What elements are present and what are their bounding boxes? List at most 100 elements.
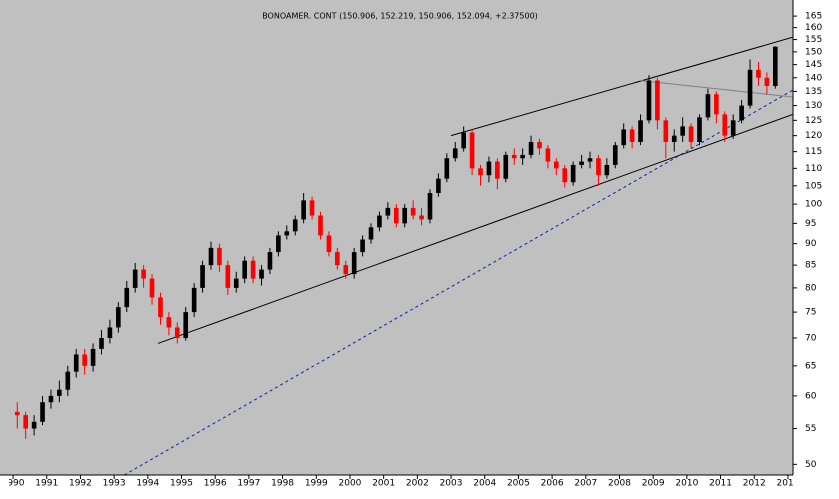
candle-body xyxy=(680,126,685,136)
candle-body xyxy=(40,402,45,422)
candle-body xyxy=(646,80,652,121)
x-tick-label: 2013 xyxy=(776,479,799,489)
y-tick-label: 140 xyxy=(805,73,822,83)
y-tick-label: 60 xyxy=(805,391,817,401)
x-tick-label: 1992 xyxy=(69,479,92,489)
candle-body xyxy=(124,287,130,308)
x-axis: 1990 1991 1992 1993 1994 1995 1996 1997 1998 1999… xyxy=(2,475,799,489)
candle-body xyxy=(23,415,29,429)
candle-body xyxy=(259,269,264,279)
candle-body xyxy=(756,69,761,78)
candle-body xyxy=(225,265,231,288)
candle-body xyxy=(730,120,736,136)
candle-body xyxy=(739,105,744,121)
x-tick-label: 1990 xyxy=(2,479,25,489)
candle-body xyxy=(410,207,416,216)
y-tick-label: 85 xyxy=(805,261,816,271)
x-tick-label: 2010 xyxy=(675,479,698,489)
y-tick-label: 155 xyxy=(805,35,822,45)
candle-body xyxy=(351,252,357,275)
candle-body xyxy=(335,252,340,266)
y-tick-label: 90 xyxy=(805,239,817,249)
y-tick-label: 65 xyxy=(805,361,816,371)
candle-body xyxy=(31,421,37,429)
candle-body xyxy=(73,354,79,372)
candle-body xyxy=(596,158,601,176)
candle-body xyxy=(276,235,281,253)
candle-body xyxy=(65,371,71,390)
x-tick-label: 2008 xyxy=(608,479,631,489)
candle-body xyxy=(486,161,492,176)
candle-body xyxy=(132,269,138,288)
candle-body xyxy=(242,260,247,279)
candle-body xyxy=(208,247,214,266)
x-tick-label: 2001 xyxy=(372,479,395,489)
trend-line xyxy=(157,113,793,344)
candle-body xyxy=(174,327,180,339)
candle-body xyxy=(747,69,753,106)
candle-body xyxy=(604,164,610,176)
candle-body xyxy=(688,126,694,142)
candle-body xyxy=(436,178,441,194)
y-tick-label: 150 xyxy=(805,47,822,57)
candle-body xyxy=(503,154,509,179)
y-tick-label: 110 xyxy=(805,164,822,174)
y-tick-label: 160 xyxy=(805,23,822,33)
x-tick-label: 1998 xyxy=(271,479,294,489)
candle-body xyxy=(495,161,500,179)
chart-title: BONOAMER. CONT (150.906, 152.219, 150.90… xyxy=(262,12,538,21)
candle-body xyxy=(343,265,349,275)
candle-body xyxy=(107,327,113,339)
y-tick-label: 50 xyxy=(805,460,817,470)
candle-body xyxy=(166,317,172,328)
x-tick-label: 1991 xyxy=(35,479,58,489)
y-tick-label: 95 xyxy=(805,219,816,229)
x-tick-label: 2009 xyxy=(642,479,665,489)
candle-body xyxy=(452,148,458,159)
candle-body xyxy=(82,354,87,366)
candle-body xyxy=(141,269,146,279)
candle-body xyxy=(250,260,256,279)
candle-body xyxy=(671,135,677,142)
candle-body xyxy=(469,132,475,169)
x-tick-label: 2004 xyxy=(473,479,496,489)
candle-body xyxy=(377,215,382,228)
trend-line xyxy=(639,79,793,98)
candle-body xyxy=(57,389,62,396)
candle-body xyxy=(764,77,770,86)
candle-body xyxy=(158,297,163,318)
y-tick-label: 165 xyxy=(805,12,822,22)
candle-body xyxy=(183,312,189,339)
y-tick-label: 120 xyxy=(805,131,822,141)
candle-body xyxy=(621,129,627,146)
y-tick-label: 75 xyxy=(805,308,816,318)
trend-line xyxy=(450,36,793,137)
trend-line xyxy=(123,89,793,475)
y-tick-label: 130 xyxy=(805,101,822,111)
candle-body xyxy=(772,46,778,86)
candle-body xyxy=(697,117,702,142)
candle-body xyxy=(722,114,728,136)
plot-area xyxy=(14,36,793,475)
candle-body xyxy=(116,307,121,328)
candle-body xyxy=(562,168,568,183)
candle-body xyxy=(511,154,517,159)
candle-body xyxy=(233,278,239,288)
candle-body xyxy=(368,227,374,240)
candle-body xyxy=(444,158,450,179)
x-tick-label: 1994 xyxy=(136,479,159,489)
candle-body xyxy=(284,231,290,236)
candle-body xyxy=(427,193,433,220)
candle-body xyxy=(200,265,205,288)
candle-body xyxy=(402,207,408,224)
y-tick-label: 105 xyxy=(805,181,822,191)
y-tick-label: 70 xyxy=(805,334,817,344)
candle-body xyxy=(461,132,466,149)
candle-body xyxy=(554,161,559,169)
candle-body xyxy=(705,94,711,118)
plot-background xyxy=(0,0,793,475)
x-tick-label: 1996 xyxy=(204,479,227,489)
x-tick-label: 2002 xyxy=(406,479,429,489)
candle-body xyxy=(90,348,96,366)
